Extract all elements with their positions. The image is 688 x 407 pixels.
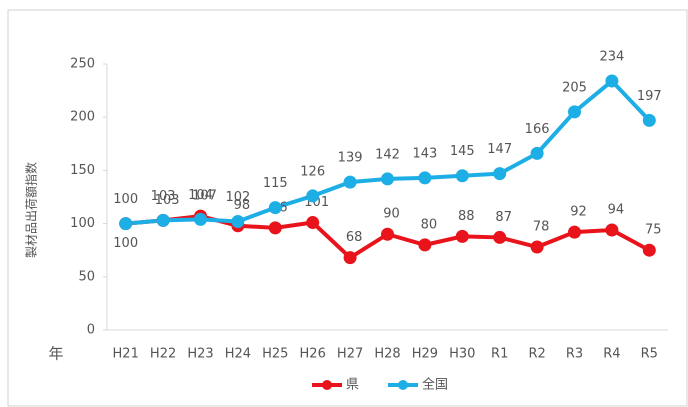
data-label: 147 (487, 142, 512, 157)
series-point (605, 223, 619, 237)
series-point (568, 225, 581, 239)
data-label: 92 (570, 205, 587, 220)
series-point (605, 74, 619, 88)
x-tick-label: R4 (603, 347, 620, 362)
data-label: 80 (421, 217, 438, 232)
series-point (343, 175, 357, 189)
data-label: 166 (525, 122, 550, 137)
y-tick-label: 100 (70, 216, 95, 231)
data-label: 98 (234, 198, 251, 213)
series-point (156, 213, 170, 227)
y-axis-label: 製材品出荷額指数 (24, 162, 39, 258)
series-point (268, 221, 282, 235)
data-label: 102 (225, 190, 250, 205)
series-point (119, 217, 133, 231)
series-point (306, 189, 320, 203)
data-label: 78 (533, 220, 550, 235)
series-point (642, 113, 656, 127)
data-label: 142 (375, 147, 400, 162)
x-tick-label: R2 (528, 347, 545, 362)
legend-marker (398, 380, 408, 390)
x-tick-label: H24 (225, 347, 251, 362)
series-point (231, 214, 245, 228)
y-tick-label: 150 (70, 163, 95, 178)
x-tick-label: H27 (337, 347, 363, 362)
legend-label: 全国 (422, 377, 448, 393)
x-tick-label: H23 (187, 347, 213, 362)
y-tick-label: 50 (78, 269, 95, 284)
series-point (642, 243, 656, 257)
x-tick-label: R5 (641, 347, 658, 362)
data-label: 103 (155, 193, 180, 208)
series-point (455, 229, 469, 243)
chart-frame (7, 9, 688, 407)
data-label: 143 (412, 146, 437, 161)
series-point (530, 146, 544, 160)
legend-label: 県 (346, 378, 359, 393)
series-point (381, 227, 394, 241)
data-label: 75 (645, 223, 662, 238)
series-point (418, 171, 432, 185)
data-label: 68 (346, 230, 363, 245)
series-point (381, 172, 394, 186)
series-point (194, 212, 207, 226)
y-tick-label: 0 (87, 323, 95, 338)
x-tick-label: H30 (449, 347, 475, 362)
y-tick-label: 200 (70, 110, 95, 125)
data-label: 107 (192, 189, 217, 204)
data-label: 94 (608, 202, 625, 217)
x-tick-label: H28 (374, 347, 400, 362)
data-label: 100 (113, 192, 138, 207)
data-label: 197 (637, 89, 662, 104)
x-tick-label: R3 (566, 347, 583, 362)
x-axis-label: 年 (48, 345, 63, 363)
x-tick-label: H22 (150, 347, 176, 362)
series-point (455, 169, 469, 183)
series-point (530, 240, 544, 254)
x-tick-label: H25 (262, 347, 288, 362)
series-point (568, 105, 581, 119)
data-label: 115 (263, 176, 288, 191)
data-label: 100 (113, 236, 138, 251)
series-point (493, 167, 507, 181)
series-point (306, 216, 320, 230)
data-label: 88 (458, 209, 475, 224)
data-label: 145 (450, 144, 475, 159)
data-label: 104 (188, 188, 213, 203)
data-label: 234 (599, 50, 624, 65)
data-label: 139 (338, 151, 363, 166)
data-label: 90 (383, 207, 400, 222)
legend-marker (322, 380, 332, 390)
series-point (493, 230, 507, 244)
data-label: 103 (151, 189, 176, 204)
series-point (343, 251, 357, 265)
data-label: 126 (300, 164, 325, 179)
x-tick-label: H26 (300, 347, 326, 362)
series-point (418, 238, 432, 252)
x-tick-label: H29 (412, 347, 438, 362)
data-label: 205 (562, 80, 587, 95)
series-point (268, 201, 282, 215)
x-tick-label: H21 (113, 347, 139, 362)
x-tick-label: R1 (491, 347, 508, 362)
data-label: 87 (495, 210, 512, 225)
y-tick-label: 250 (70, 57, 95, 72)
